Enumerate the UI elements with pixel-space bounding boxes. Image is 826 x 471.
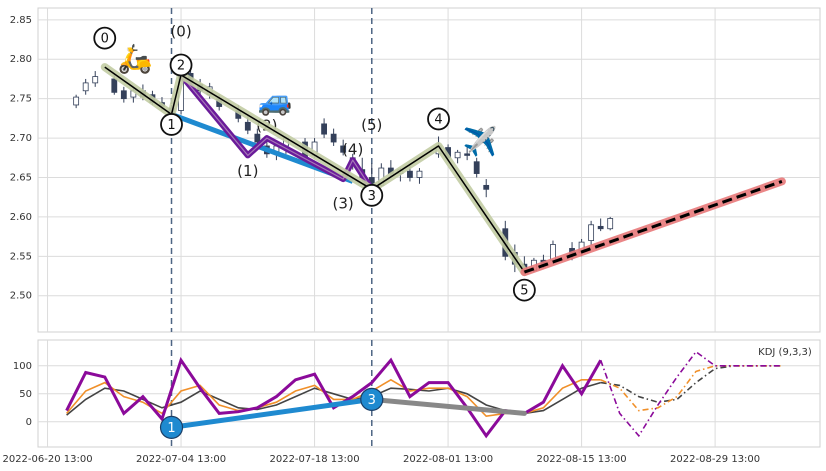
y-tick-label: 2.55 — [10, 251, 32, 262]
candle-body — [473, 161, 480, 174]
candle-body — [254, 133, 261, 143]
candle-body — [588, 224, 595, 241]
wave-label: 3 — [368, 189, 376, 204]
kdj-wave-label: 1 — [167, 421, 175, 436]
kdj-wave-marker — [159, 415, 184, 439]
candle-body — [483, 184, 490, 190]
x-tick-label: 2022-08-01 13:00 — [403, 454, 493, 465]
wave-label: 2 — [177, 59, 185, 74]
wave-label-circle — [512, 278, 536, 302]
y-tick-label: 2.65 — [10, 172, 32, 183]
y-tick-label: 2.70 — [10, 133, 32, 144]
wave-label-circle — [427, 107, 450, 131]
y-tick-label: 2.80 — [10, 54, 32, 65]
candle-body — [82, 82, 89, 92]
wave-line-inner — [180, 74, 373, 190]
candle-body — [330, 133, 337, 143]
kdj-wave-marker — [360, 387, 384, 411]
kdj-line — [599, 350, 782, 438]
y-tick-label: 2.50 — [10, 291, 32, 302]
sub-wave-label: (0) — [170, 23, 191, 41]
wave-label-circle — [360, 183, 384, 207]
sub-wave-label: (3) — [333, 195, 354, 213]
y-tick-label: 0 — [26, 417, 32, 428]
candle-body — [244, 121, 251, 131]
x-tick-label: 2022-07-04 13:00 — [136, 454, 226, 465]
y-tick-label: 100 — [13, 361, 32, 372]
wave-line — [523, 179, 783, 274]
x-tick-label: 2022-07-18 13:00 — [269, 454, 359, 465]
x-tick-label: 2022-08-15 13:00 — [537, 454, 627, 465]
y-tick-label: 2.85 — [10, 15, 32, 26]
y-tick-label: 2.75 — [10, 94, 32, 105]
candle-body — [111, 78, 118, 93]
wave-icon: ✈️ — [463, 124, 498, 158]
sub-wave-label: (5) — [361, 116, 382, 134]
candle-body — [321, 123, 327, 135]
wave-label: 1 — [167, 118, 175, 133]
wave-line — [104, 66, 526, 273]
sub-wave-label: (4) — [342, 141, 363, 159]
wave-label: 0 — [101, 32, 109, 47]
candle-body — [416, 170, 423, 178]
sub-wave-label: (1) — [237, 162, 258, 180]
kdj-wave-line — [369, 396, 527, 416]
wave-label: 4 — [434, 112, 442, 127]
wave-label-circle — [160, 113, 183, 136]
candle-body — [407, 170, 413, 178]
candle-body — [464, 153, 471, 156]
y-tick-label: 50 — [19, 389, 32, 400]
wave-label: 5 — [520, 284, 528, 299]
candle-body — [120, 90, 127, 100]
indicator-label: KDJ (9,3,3) — [758, 347, 812, 358]
candle-body — [607, 218, 614, 230]
wave-icon: 🚙 — [258, 84, 293, 117]
wave-label-circle — [169, 53, 193, 77]
y-tick-label: 2.60 — [10, 212, 32, 223]
x-tick-label: 2022-06-20 13:00 — [2, 454, 92, 465]
kdj-wave-label: 3 — [368, 393, 376, 408]
kdj-wave-line — [169, 396, 375, 430]
price-panel — [37, 7, 821, 333]
candle-body — [340, 145, 347, 153]
wave-icon: 🛵 — [118, 42, 153, 75]
x-tick-label: 2022-08-29 13:00 — [670, 454, 760, 465]
candle-body — [597, 225, 604, 230]
wave-label-circle — [93, 26, 117, 50]
candle-body — [73, 96, 80, 106]
candle-body — [92, 76, 99, 84]
candle-body — [454, 151, 461, 159]
